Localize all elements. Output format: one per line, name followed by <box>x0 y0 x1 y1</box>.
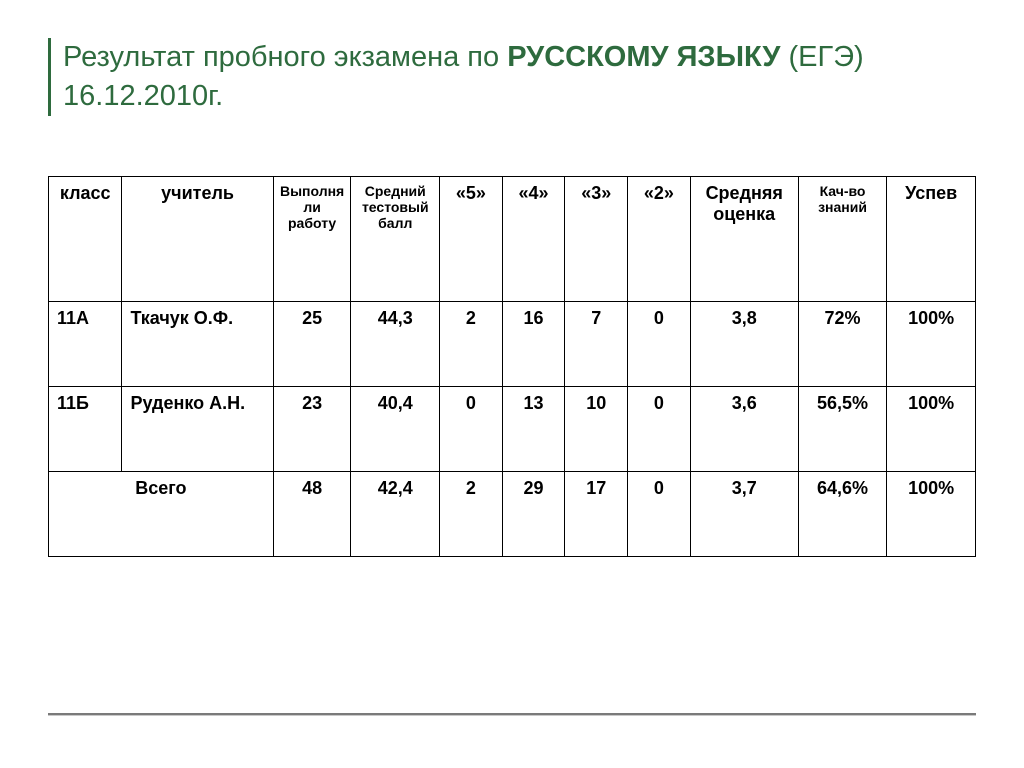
cell-quality: 56,5% <box>798 387 887 472</box>
cell-g5: 0 <box>440 387 503 472</box>
cell-g5: 2 <box>440 302 503 387</box>
header-grade-2: «2» <box>628 177 691 302</box>
cell-g2: 0 <box>628 387 691 472</box>
cell-g3: 10 <box>565 387 628 472</box>
header-grade-3: «3» <box>565 177 628 302</box>
cell-uspev: 100% <box>887 472 976 557</box>
footer-rule <box>48 713 976 716</box>
cell-teacher: Руденко А.Н. <box>122 387 273 472</box>
results-table: класс учитель Выполняли работу Средний т… <box>48 176 976 557</box>
table-row: 11А Ткачук О.Ф. 25 44,3 2 16 7 0 3,8 72%… <box>49 302 976 387</box>
header-avg-grade: Средняя оценка <box>690 177 798 302</box>
title-subject: РУССКОМУ ЯЗЫКУ <box>507 41 780 73</box>
title-line-1: Результат пробного экзамена по РУССКОМУ … <box>63 38 976 77</box>
title-prefix: Результат пробного экзамена по <box>63 41 507 73</box>
header-quality: Кач-во знаний <box>798 177 887 302</box>
cell-avg-test: 42,4 <box>351 472 440 557</box>
cell-quality: 64,6% <box>798 472 887 557</box>
table-row: 11Б Руденко А.Н. 23 40,4 0 13 10 0 3,6 5… <box>49 387 976 472</box>
cell-g5: 2 <box>440 472 503 557</box>
cell-completed: 23 <box>273 387 351 472</box>
cell-uspev: 100% <box>887 387 976 472</box>
cell-g3: 7 <box>565 302 628 387</box>
cell-completed: 25 <box>273 302 351 387</box>
cell-g4: 13 <box>502 387 565 472</box>
title-date: 16.12.2010г. <box>63 77 976 116</box>
header-class: класс <box>49 177 122 302</box>
cell-avg-grade: 3,6 <box>690 387 798 472</box>
table-total-row: Всего 48 42,4 2 29 17 0 3,7 64,6% 100% <box>49 472 976 557</box>
header-grade-5: «5» <box>440 177 503 302</box>
cell-g2: 0 <box>628 302 691 387</box>
header-completed: Выполняли работу <box>273 177 351 302</box>
header-teacher: учитель <box>122 177 273 302</box>
cell-quality: 72% <box>798 302 887 387</box>
cell-avg-test: 40,4 <box>351 387 440 472</box>
slide: Результат пробного экзамена по РУССКОМУ … <box>0 0 1024 768</box>
cell-total-label: Всего <box>49 472 274 557</box>
header-uspev: Успев <box>887 177 976 302</box>
cell-class: 11А <box>49 302 122 387</box>
table-header-row: класс учитель Выполняли работу Средний т… <box>49 177 976 302</box>
cell-class: 11Б <box>49 387 122 472</box>
cell-avg-test: 44,3 <box>351 302 440 387</box>
cell-g4: 16 <box>502 302 565 387</box>
title-block: Результат пробного экзамена по РУССКОМУ … <box>48 38 976 116</box>
cell-g3: 17 <box>565 472 628 557</box>
cell-avg-grade: 3,8 <box>690 302 798 387</box>
header-avg-test: Средний тестовый балл <box>351 177 440 302</box>
cell-teacher: Ткачук О.Ф. <box>122 302 273 387</box>
header-grade-4: «4» <box>502 177 565 302</box>
cell-g4: 29 <box>502 472 565 557</box>
cell-avg-grade: 3,7 <box>690 472 798 557</box>
title-suffix: (ЕГЭ) <box>780 41 863 73</box>
cell-completed: 48 <box>273 472 351 557</box>
cell-uspev: 100% <box>887 302 976 387</box>
cell-g2: 0 <box>628 472 691 557</box>
